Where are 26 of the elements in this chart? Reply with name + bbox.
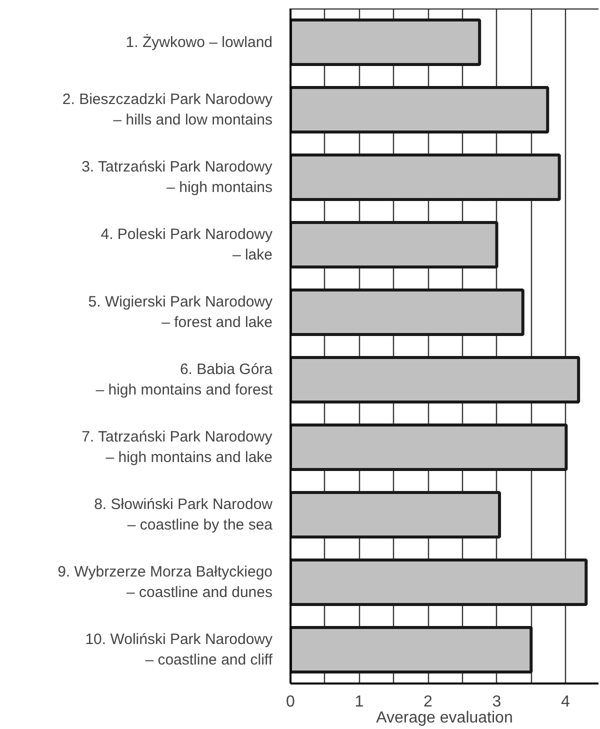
y-tick-label: 8. Słowiński Park Narodow – coastline by the sea — [94, 496, 274, 534]
y-tick-label: 3. Tatrzański Park Narodowy – high montains — [82, 158, 273, 196]
bar — [290, 220, 498, 269]
y-tick-label: 2. Bieszczadzki Park Narodowy – hills and low montains — [62, 91, 273, 128]
bar — [290, 153, 561, 202]
x-tick-label: 4 — [561, 694, 570, 710]
bar — [290, 490, 501, 539]
x-tick-label: 0 — [286, 694, 296, 710]
bar — [290, 18, 482, 66]
bar — [290, 288, 524, 336]
bar — [290, 86, 550, 134]
x-tick-label: 3 — [492, 694, 502, 710]
y-tick-label: 9. Wybrzerze Morza Bałtyckiego – coastline and dunes — [58, 564, 273, 601]
y-tick-label: 7. Tatrzański Park Narodowy – high montains and lake — [82, 428, 273, 466]
y-tick-label: 4. Poleski Park Narodowy – lake — [100, 226, 273, 264]
bar — [290, 558, 588, 606]
y-tick-label: 6. Babia Góra – high montains and forest — [96, 361, 274, 398]
x-axis-title: Average evaluation — [376, 710, 513, 726]
bar — [290, 356, 580, 404]
x-tick-label: 1 — [354, 694, 364, 710]
y-tick-label: 1. Żywkowo – lowland — [126, 32, 272, 51]
y-tick-label: 10. Woliński Park Narodowy – coastline and cliff — [85, 631, 274, 668]
bar — [290, 423, 568, 472]
x-tick-label: 2 — [424, 694, 433, 710]
bar — [290, 626, 533, 674]
y-tick-label: 5. Wigierski Park Narodowy – forest and lake — [88, 294, 273, 331]
